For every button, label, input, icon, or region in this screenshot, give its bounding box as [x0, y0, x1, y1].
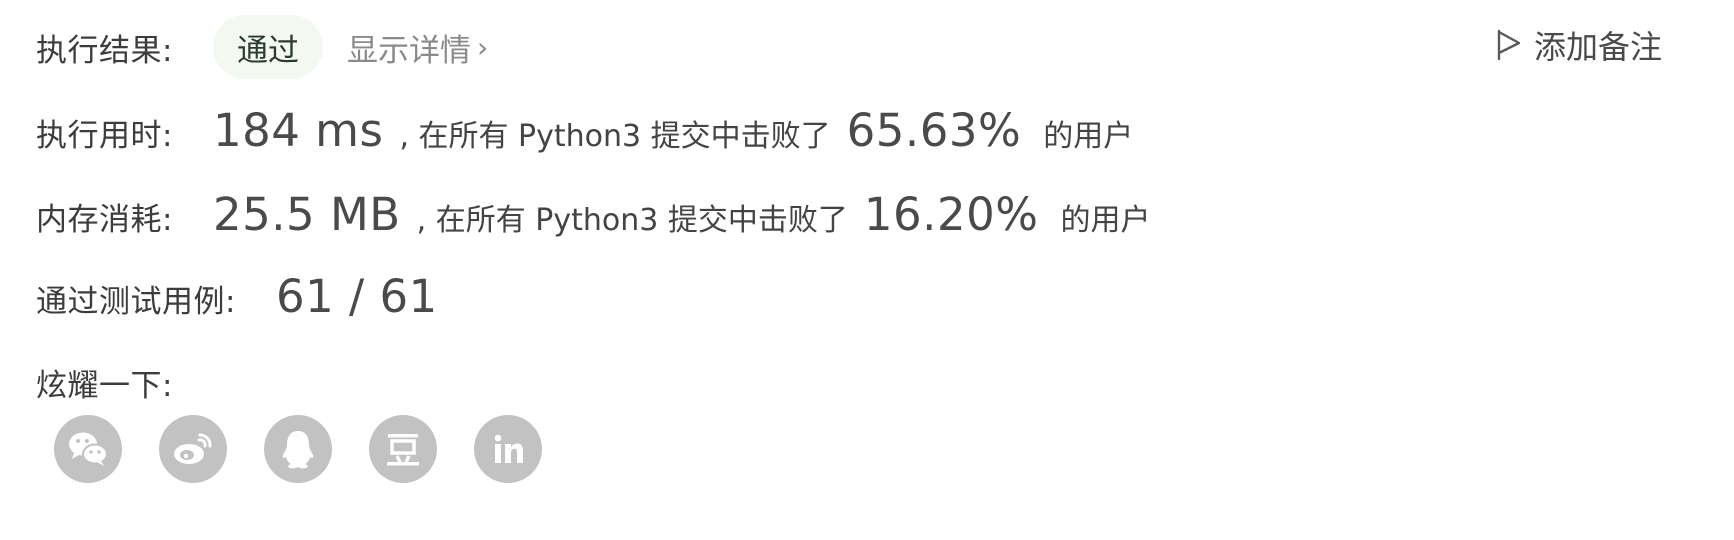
linkedin-icon: [494, 434, 523, 463]
memory-label: 内存消耗:: [36, 202, 173, 238]
share-linkedin-button[interactable]: [474, 415, 542, 483]
memory-value: 25.5 MB: [212, 188, 401, 241]
runtime-row: 执行用时: 184 ms , 在所有 Python3 提交中击败了 65.63%…: [36, 104, 1133, 157]
share-douban-button[interactable]: [369, 415, 437, 483]
douban-icon: [387, 434, 419, 466]
status-badge: 通过: [212, 15, 323, 79]
result-label: 执行结果:: [36, 32, 173, 69]
share-buttons: [54, 415, 542, 483]
test-cases-value: 61 / 61: [275, 270, 438, 323]
share-weibo-button[interactable]: [159, 415, 227, 483]
weibo-icon: [174, 433, 212, 464]
memory-row: 内存消耗: 25.5 MB , 在所有 Python3 提交中击败了 16.20…: [36, 188, 1150, 241]
runtime-value: 184 ms: [212, 104, 384, 157]
memory-percent: 16.20%: [863, 188, 1039, 241]
share-wechat-button[interactable]: [54, 415, 122, 483]
wechat-icon: [69, 432, 108, 466]
show-details-label: 显示详情: [346, 32, 471, 69]
runtime-label: 执行用时:: [36, 118, 173, 154]
share-label: 炫耀一下:: [36, 368, 173, 404]
add-note-label: 添加备注: [1533, 28, 1662, 66]
result-row: 执行结果: 通过 显示详情 ›: [36, 14, 488, 80]
runtime-suffix: 的用户: [1043, 119, 1134, 154]
add-note-button[interactable]: 添加备注: [1496, 22, 1662, 68]
memory-mid-text: , 在所有 Python3 提交中击败了: [416, 203, 848, 238]
memory-suffix: 的用户: [1060, 203, 1151, 238]
qq-icon: [282, 431, 314, 469]
show-details-link[interactable]: 显示详情 ›: [347, 25, 488, 70]
runtime-percent: 65.63%: [846, 104, 1022, 157]
share-row-label: 炫耀一下:: [36, 360, 173, 405]
share-qq-button[interactable]: [264, 415, 332, 483]
runtime-mid-text: , 在所有 Python3 提交中击败了: [399, 119, 831, 154]
test-cases-label: 通过测试用例:: [36, 284, 236, 320]
test-cases-row: 通过测试用例: 61 / 61: [36, 270, 438, 323]
chevron-right-icon: ›: [476, 30, 489, 64]
flag-icon: [1497, 29, 1521, 61]
